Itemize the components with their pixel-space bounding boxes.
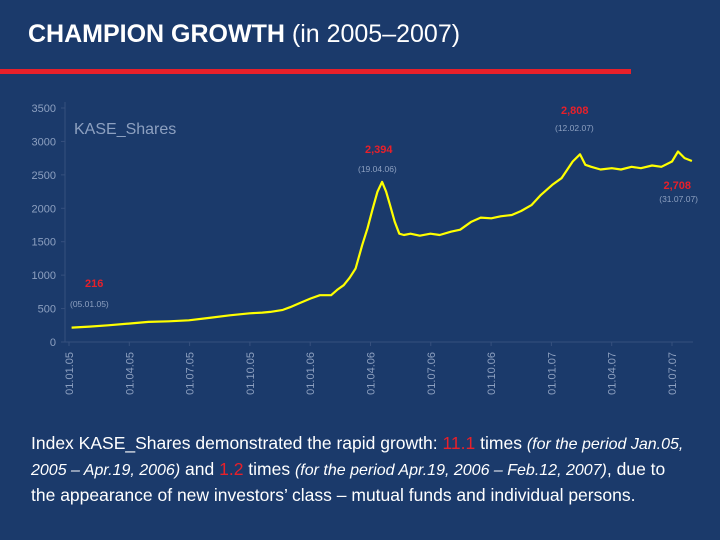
x-tick-label: 01.04.07	[607, 352, 619, 395]
y-axis: 0 500 1000 1500 2000 2500 3000 3500	[32, 102, 66, 349]
caption-highlight-1: 11.1	[442, 433, 476, 453]
annotation-value: 2,808	[561, 105, 589, 117]
x-tick-label: 01.07.07	[667, 352, 679, 395]
x-tick-label: 01.01.06	[305, 352, 317, 395]
caption-text-2: times	[475, 433, 527, 453]
legend: KASE_Shares	[74, 121, 176, 138]
caption-period-2: (for the period Apr.19, 2006 – Feb.12, 2…	[294, 462, 607, 479]
slide-title: CHAMPION GROWTH (in 2005–2007)	[28, 20, 460, 49]
annotation-date: (31.07.07)	[659, 194, 698, 204]
y-tick-label: 500	[38, 304, 56, 316]
legend-label: KASE_Shares	[74, 121, 176, 138]
y-tick-label: 1000	[32, 270, 56, 282]
y-tick-label: 0	[50, 337, 56, 349]
caption-text-1: Index KASE_Shares demonstrated the rapid…	[31, 433, 443, 453]
x-tick-label: 01.04.05	[124, 352, 136, 395]
annotation-value: 216	[85, 278, 103, 290]
series-group	[71, 150, 693, 329]
y-tick-label: 1500	[32, 237, 56, 249]
annotation-date: (19.04.06)	[358, 164, 397, 174]
caption-text-5: , due to the appearance of new investors…	[31, 459, 666, 505]
annotation-value: 2,708	[663, 180, 691, 192]
title-underline	[0, 69, 631, 74]
x-tick-label: 01.01.05	[64, 352, 76, 395]
series-line	[71, 150, 693, 329]
annotations: 2,808 (12.02.07) 2,394 (19.04.06) 2,708 (31.0…	[70, 105, 698, 309]
caption-period-1: (for the period Jan.05, 2005 – Apr.19, 2…	[31, 436, 684, 479]
y-tick-label: 3000	[32, 136, 56, 148]
x-tick-label: 01.04.06	[366, 352, 378, 395]
annotation-value: 2,394	[365, 144, 393, 156]
slide-title-bold: CHAMPION GROWTH	[28, 20, 285, 48]
chart-panel: 0 500 1000 1500 2000 2500 3000 3500 01.01.05 01.…	[8, 90, 708, 410]
annotation-date: (05.01.05)	[70, 299, 109, 309]
annotation-date: (12.02.07)	[555, 123, 594, 133]
slide-title-rest: (in 2005–2007)	[284, 20, 461, 48]
x-tick-label: 01.10.05	[245, 352, 257, 395]
caption-text-4: times	[243, 459, 295, 479]
x-tick-label: 01.01.07	[546, 352, 558, 395]
y-tick-label: 3500	[32, 103, 56, 115]
caption-highlight-2: 1.2	[219, 459, 244, 479]
y-tick-label: 2500	[32, 170, 56, 182]
x-axis: 01.01.05 01.04.05 01.07.05 01.10.05 01.01.06…	[64, 341, 693, 395]
x-tick-label: 01.07.06	[426, 352, 438, 395]
x-tick-label: 01.07.05	[185, 352, 197, 395]
y-tick-label: 2000	[32, 203, 56, 215]
caption: Index KASE_Shares demonstrated the rapid…	[31, 431, 693, 507]
x-tick-label: 01.10.06	[486, 352, 498, 395]
caption-text-3: and	[180, 459, 220, 479]
